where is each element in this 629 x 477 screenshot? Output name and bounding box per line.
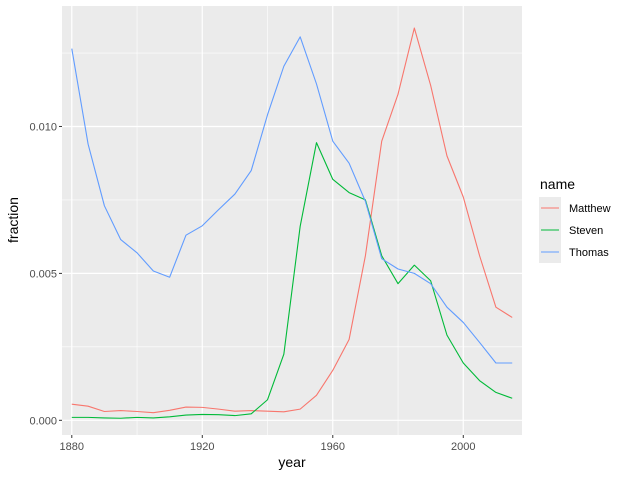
legend-label-steven: Steven (569, 225, 603, 237)
series-lines (71, 27, 513, 419)
x-axis: 1880 1920 1960 2000 (60, 435, 476, 453)
series-line-thomas (71, 36, 513, 364)
y-tick-label: 0.010 (29, 121, 57, 133)
x-tick-label: 1960 (321, 441, 345, 453)
legend-label-matthew: Matthew (569, 203, 611, 215)
legend-label-thomas: Thomas (569, 247, 609, 259)
legend: name Matthew Steven Thomas (539, 176, 611, 263)
series-line-steven (71, 142, 513, 419)
x-tick-label: 1880 (60, 441, 84, 453)
y-axis: 0.000 0.005 0.010 (29, 121, 62, 427)
grid-minor (62, 6, 522, 435)
y-tick-label: 0.000 (29, 415, 57, 427)
y-tick-label: 0.005 (29, 268, 57, 280)
y-axis-title: fraction (5, 197, 21, 243)
x-tick-label: 2000 (451, 441, 475, 453)
legend-title: name (540, 176, 575, 192)
series-line-matthew (71, 27, 513, 414)
x-tick-label: 1920 (190, 441, 214, 453)
x-axis-title: year (278, 454, 306, 470)
plot-panel (62, 6, 522, 435)
